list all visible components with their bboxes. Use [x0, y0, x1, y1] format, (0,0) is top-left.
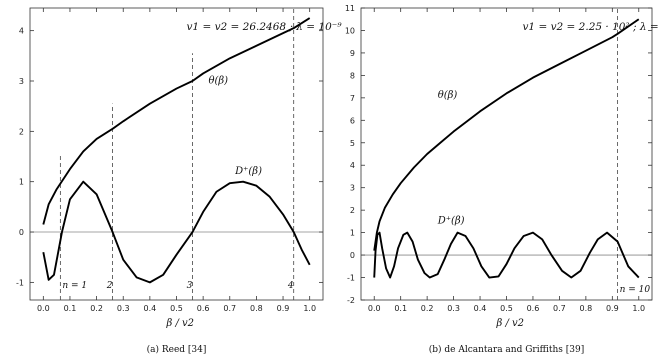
- y-tick-label: 0: [350, 251, 355, 260]
- chart-panel-1: 0.0 0.1 0.2 0.3 0.4 0.5 0.6 0.7 0.8 0.9 1.0 -1 0 1 2 3 4…: [16, 7, 343, 355]
- x-tick-label: 0.0: [37, 304, 50, 313]
- curve-annotation: θ(β): [208, 76, 228, 87]
- chart-panel-2: 0.0 0.1 0.2 0.3 0.4 0.5 0.6 0.7 0.8 0.9 1.0 -2 -1 0 1 2…: [345, 4, 658, 355]
- x-tick-label: 0.1: [64, 304, 77, 313]
- y-tick-label: 8: [350, 71, 355, 80]
- x-tick-label: 0.8: [579, 304, 592, 313]
- x-tick-label: 0.9: [606, 304, 619, 313]
- figure-caption: (a) Reed [34]: [147, 344, 207, 355]
- y-tick-label: 4: [19, 27, 24, 36]
- x-tick-label: 0.6: [527, 304, 540, 313]
- y-tick-label: 1: [19, 178, 24, 187]
- node-marker-label: n = 10: [620, 285, 651, 295]
- x-tick-label: 0.2: [90, 304, 103, 313]
- y-tick-label: 2: [350, 206, 355, 215]
- x-tick-label: 0.2: [421, 304, 434, 313]
- curve-annotation: θ(β): [438, 90, 458, 101]
- x-tick-label: 0.1: [394, 304, 407, 313]
- plot-frame: [360, 7, 653, 301]
- x-tick-label: 0.7: [553, 304, 566, 313]
- figure-caption: (b) de Alcantara and Griffiths [39]: [429, 344, 584, 355]
- x-tick-label: 0.3: [117, 304, 130, 313]
- node-marker-label: 4: [287, 281, 294, 291]
- x-tick-label: 0.4: [474, 304, 487, 313]
- y-tick-label: 0: [19, 228, 24, 237]
- node-marker-label: 2: [106, 281, 113, 291]
- node-marker-label: 3: [187, 281, 193, 291]
- curve-annotation: D⁺(β): [437, 216, 465, 227]
- x-tick-label: 0.9: [277, 304, 290, 313]
- x-tick-label: 0.5: [500, 304, 513, 313]
- x-axis-label: β / v2: [166, 318, 195, 329]
- x-tick-label: 0.4: [143, 304, 156, 313]
- chart-title: v1 = v2 = 26.2468 ; λ = 10⁻⁹: [187, 21, 343, 33]
- x-tick-label: 0.3: [447, 304, 460, 313]
- y-tick-label: -1: [16, 278, 24, 287]
- x-tick-label: 0.5: [170, 304, 183, 313]
- y-tick-label: 3: [19, 77, 24, 86]
- x-tick-label: 0.8: [250, 304, 263, 313]
- y-tick-label: 2: [19, 127, 24, 136]
- node-marker-label: n = 1: [62, 281, 87, 291]
- theta-curve: [373, 18, 640, 251]
- y-tick-label: 1: [350, 229, 355, 238]
- x-tick-label: 0.6: [197, 304, 210, 313]
- y-tick-label: 5: [350, 139, 355, 148]
- x-tick-label: 0.0: [368, 304, 381, 313]
- y-tick-label: 3: [350, 184, 355, 193]
- x-axis-label: β / v2: [496, 318, 525, 329]
- x-tick-label: 0.7: [223, 304, 236, 313]
- curve-annotation: D⁺(β): [234, 166, 262, 177]
- y-tick-label: -2: [347, 296, 355, 305]
- theta-curve: [42, 17, 311, 225]
- x-tick-label: 1.0: [303, 304, 316, 313]
- y-tick-label: 10: [345, 26, 355, 35]
- y-tick-label: -1: [347, 274, 355, 283]
- x-tick-label: 1.0: [632, 304, 645, 313]
- y-tick-label: 9: [350, 49, 355, 58]
- y-tick-label: 4: [350, 161, 355, 170]
- y-tick-label: 11: [345, 4, 355, 13]
- dplus-curve: [42, 180, 311, 284]
- chart-title: v1 = v2 = 2.25 · 10² ; λ = 10⁻⁹: [523, 21, 658, 33]
- y-tick-label: 7: [350, 94, 355, 103]
- y-tick-label: 6: [350, 116, 355, 125]
